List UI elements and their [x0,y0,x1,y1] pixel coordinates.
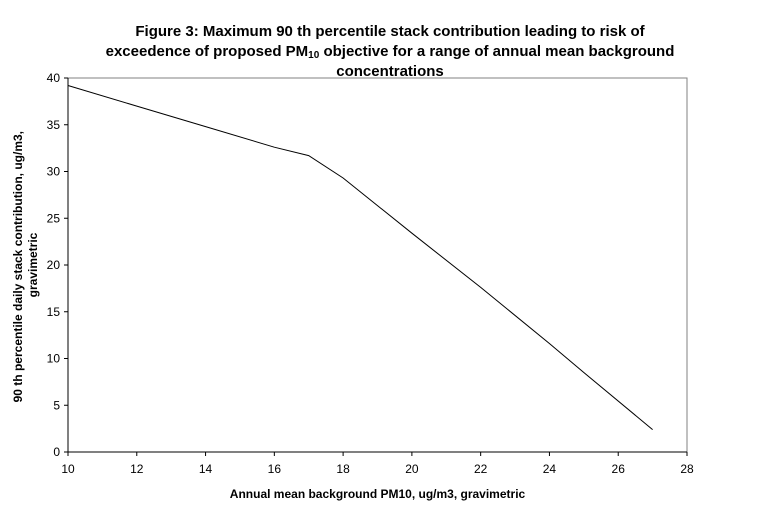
y-tick-label: 40 [47,71,61,85]
y-tick-label: 20 [47,258,61,272]
x-tick-label: 14 [199,462,213,476]
x-tick-label: 10 [61,462,75,476]
y-tick-label: 25 [47,211,61,225]
x-tick-label: 20 [405,462,419,476]
y-tick-label: 5 [53,398,60,412]
chart-title-subscript: 10 [308,50,320,61]
chart-title-line-2-start: exceedence of proposed PM [105,43,309,60]
plot-area [67,77,688,453]
x-tick-label: 26 [612,462,626,476]
y-tick-label: 10 [47,352,61,366]
chart-title-line-3: concentrations [336,63,444,80]
y-axis-ticks: 0 5 10 15 20 25 30 35 40 [47,71,68,459]
y-axis-label-line-2: gravimetric [26,232,40,297]
y-tick-label: 30 [47,165,61,179]
y-tick-label: 0 [53,445,60,459]
x-axis-ticks: 10 12 14 16 18 20 22 24 26 28 [61,452,694,476]
chart-title-line-2: exceedence of proposed PM10 objective fo… [60,42,720,66]
x-tick-label: 12 [130,462,144,476]
chart-title-line-2-end: objective for a range of annual mean bac… [319,43,675,60]
y-tick-label: 35 [47,118,61,132]
y-axis-label: 90 th percentile daily stack contributio… [11,128,40,403]
x-tick-label: 16 [268,462,282,476]
y-tick-label: 15 [47,305,61,319]
x-tick-label: 18 [336,462,350,476]
x-tick-label: 22 [474,462,488,476]
chart-title-line-1: Figure 3: Maximum 90 th percentile stack… [135,23,645,40]
series-line [67,85,653,430]
x-axis-label: Annual mean background PM10, ug/m3, grav… [230,487,526,501]
x-tick-label: 28 [680,462,694,476]
x-tick-label: 24 [543,462,557,476]
y-axis-label-line-1: 90 th percentile daily stack contributio… [11,131,25,402]
